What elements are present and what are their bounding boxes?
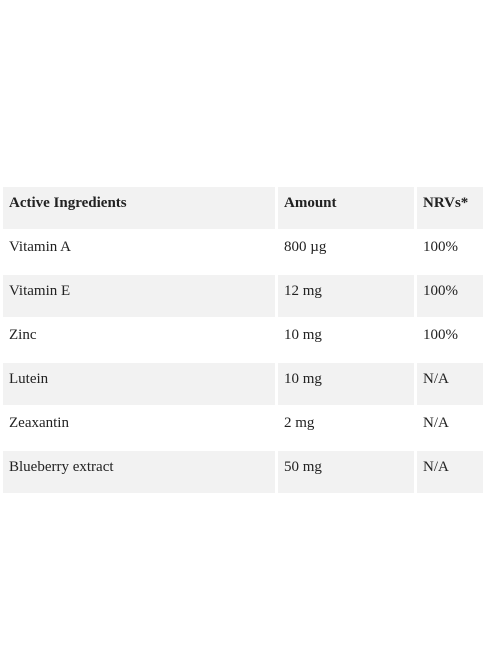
nrv-cell: N/A [417,363,483,405]
amount-cell: 10 mg [284,327,322,343]
ingredient-cell: Zinc [9,327,37,343]
header-active-ingredients: Active Ingredients [3,187,275,229]
ingredient-cell: Zeaxantin [9,415,69,431]
amount-cell: 10 mg [278,363,414,405]
amount-cell: 2 mg [284,415,315,431]
table-row: Lutein 10 mg N/A [3,363,483,405]
amount-cell: 50 mg [278,451,414,493]
nrv-cell: 100% [417,275,483,317]
header-amount: Amount [278,187,414,229]
ingredient-cell: Vitamin E [3,275,275,317]
table-row: Vitamin E 12 mg 100% [3,275,483,317]
ingredient-cell: Lutein [3,363,275,405]
nrv-cell: N/A [423,415,449,431]
header-nrvs: NRVs* [417,187,483,229]
ingredient-cell: Vitamin A [9,239,72,255]
ingredient-cell: Blueberry extract [3,451,275,493]
table-row: Zeaxantin 2 mg N/A [3,407,483,449]
nrv-cell: N/A [417,451,483,493]
ingredients-table: Active Ingredients Amount NRVs* Vitamin … [3,187,483,493]
table-row: Blueberry extract 50 mg N/A [3,451,483,493]
amount-cell: 12 mg [278,275,414,317]
amount-cell: 800 µg [284,239,327,255]
nrv-cell: 100% [423,239,458,255]
table-row: Vitamin A 800 µg 100% [3,231,483,273]
table-row: Zinc 10 mg 100% [3,319,483,361]
nrv-cell: 100% [423,327,458,343]
table-header-row: Active Ingredients Amount NRVs* [3,187,483,229]
